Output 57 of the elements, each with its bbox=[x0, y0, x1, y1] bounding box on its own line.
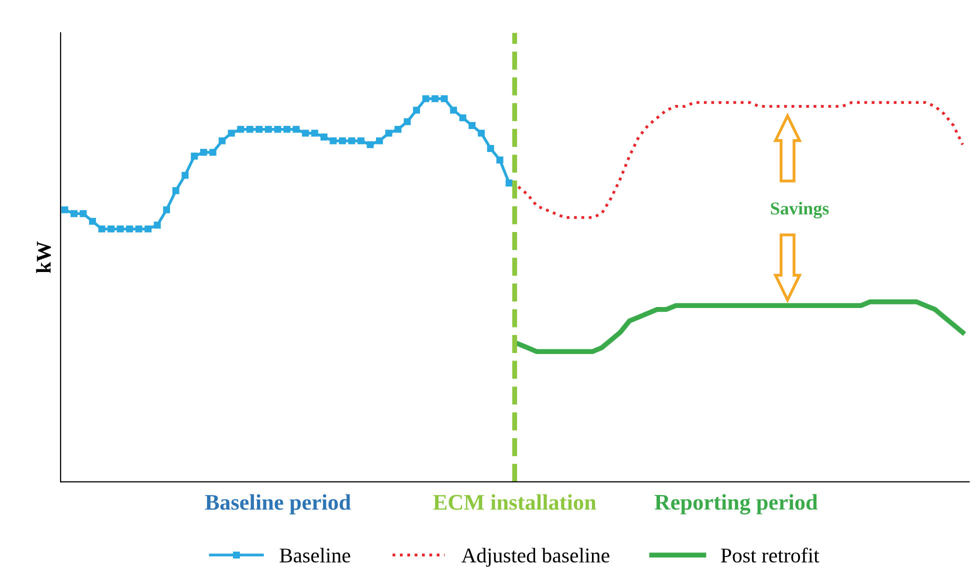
point bbox=[468, 122, 476, 129]
point bbox=[274, 126, 282, 133]
point bbox=[209, 148, 216, 156]
point bbox=[98, 225, 106, 232]
point bbox=[89, 218, 96, 225]
point bbox=[144, 225, 152, 232]
point bbox=[80, 210, 87, 218]
legend-label: Adjusted baseline bbox=[462, 548, 610, 567]
point bbox=[366, 141, 374, 148]
legend-label: Post retrofit bbox=[721, 548, 820, 563]
text: Reporting period bbox=[654, 494, 818, 514]
point bbox=[218, 137, 226, 144]
point bbox=[432, 95, 439, 102]
point bbox=[450, 106, 458, 114]
point bbox=[459, 114, 466, 122]
point bbox=[311, 130, 318, 137]
annotation: Savings bbox=[770, 202, 829, 218]
point bbox=[413, 106, 420, 114]
point bbox=[376, 137, 383, 144]
point bbox=[422, 95, 430, 102]
point bbox=[487, 145, 494, 152]
point bbox=[292, 126, 300, 133]
point bbox=[190, 152, 198, 160]
point bbox=[135, 225, 142, 232]
point bbox=[330, 137, 337, 144]
point bbox=[283, 126, 290, 133]
point bbox=[302, 130, 309, 137]
point bbox=[404, 118, 411, 126]
point bbox=[228, 130, 235, 137]
point bbox=[108, 225, 114, 232]
point bbox=[506, 180, 513, 186]
point bbox=[358, 137, 364, 144]
text: Baseline period bbox=[205, 494, 351, 514]
point bbox=[394, 126, 402, 133]
point bbox=[154, 222, 161, 229]
point bbox=[61, 206, 68, 214]
point bbox=[256, 126, 263, 133]
point bbox=[172, 187, 180, 194]
point bbox=[385, 130, 392, 137]
text: ECM installation bbox=[433, 494, 596, 510]
point bbox=[348, 137, 356, 144]
point bbox=[478, 130, 485, 137]
point bbox=[116, 225, 124, 232]
point bbox=[440, 95, 448, 102]
point bbox=[200, 148, 208, 156]
point bbox=[237, 126, 244, 133]
point bbox=[264, 126, 272, 133]
point bbox=[70, 210, 78, 218]
legend-label: Baseline bbox=[280, 548, 350, 563]
point bbox=[163, 206, 170, 214]
y-axis-title: kW bbox=[36, 241, 51, 274]
point bbox=[246, 126, 254, 133]
point bbox=[182, 172, 189, 179]
point bbox=[126, 225, 134, 232]
point bbox=[320, 134, 328, 140]
point bbox=[338, 137, 346, 144]
point bbox=[496, 156, 504, 164]
